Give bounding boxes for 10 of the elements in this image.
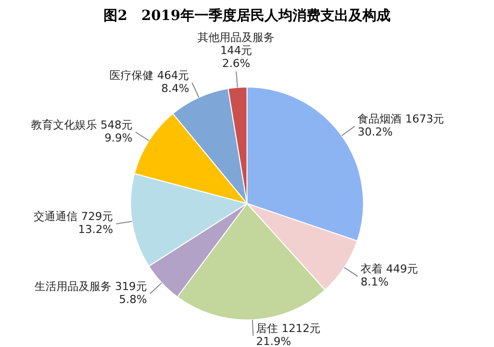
slice-label: 生活用品及服务 319元 5.8% — [34, 280, 147, 306]
slice-label: 衣着 449元 8.1% — [360, 262, 418, 289]
chart-title: 图2 2019年一季度居民人均消费支出及构成 — [102, 6, 392, 26]
slice-label: 食品烟酒 1673元 30.2% — [358, 112, 444, 139]
slice-label: 居住 1212元 21.9% — [256, 322, 321, 347]
slice-label: 医疗保健 464元 8.4% — [110, 69, 190, 96]
slice-label: 交通通信 729元 13.2% — [34, 210, 114, 236]
data-label: 144元 2.6% — [220, 44, 252, 70]
slice-label: 其他用品及服务 — [198, 30, 275, 44]
slice-label: 教育文化娱乐 548元 9.9% — [30, 118, 132, 144]
